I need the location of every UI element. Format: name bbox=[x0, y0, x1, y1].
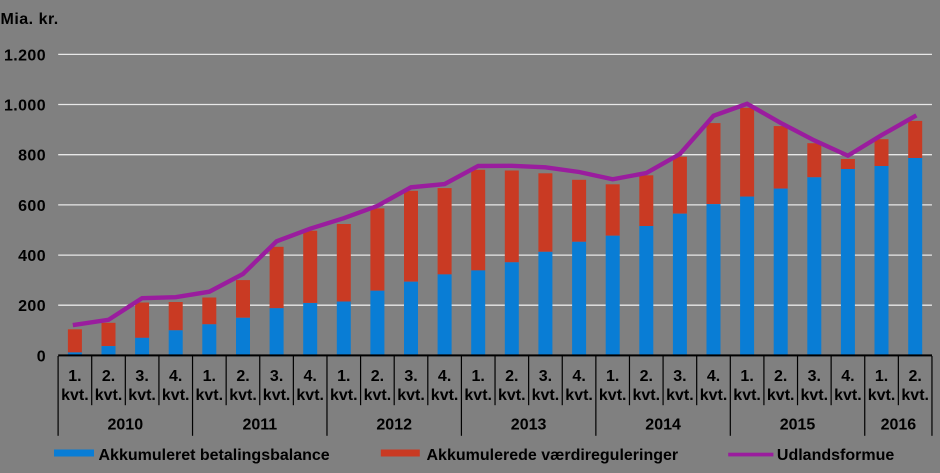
svg-text:kvt.: kvt. bbox=[263, 387, 291, 404]
svg-text:1.: 1. bbox=[740, 368, 753, 385]
svg-text:kvt.: kvt. bbox=[666, 387, 694, 404]
svg-text:kvt.: kvt. bbox=[162, 387, 190, 404]
svg-text:200: 200 bbox=[18, 298, 46, 315]
svg-text:1.: 1. bbox=[606, 368, 619, 385]
svg-text:kvt.: kvt. bbox=[599, 387, 627, 404]
svg-text:Akkumuleret betalingsbalance: Akkumuleret betalingsbalance bbox=[99, 447, 330, 464]
svg-text:1.: 1. bbox=[68, 368, 81, 385]
svg-text:0: 0 bbox=[37, 348, 46, 365]
svg-text:2010: 2010 bbox=[108, 417, 144, 434]
svg-text:1.: 1. bbox=[337, 368, 350, 385]
svg-text:kvt.: kvt. bbox=[431, 387, 459, 404]
svg-text:kvt.: kvt. bbox=[733, 387, 761, 404]
svg-text:kvt.: kvt. bbox=[633, 387, 661, 404]
svg-text:4.: 4. bbox=[169, 368, 182, 385]
svg-text:400: 400 bbox=[18, 248, 46, 265]
svg-text:kvt.: kvt. bbox=[700, 387, 728, 404]
svg-text:2.: 2. bbox=[640, 368, 653, 385]
svg-text:kvt.: kvt. bbox=[498, 387, 526, 404]
svg-text:kvt.: kvt. bbox=[95, 387, 123, 404]
svg-text:1.200: 1.200 bbox=[4, 47, 46, 64]
svg-text:kvt.: kvt. bbox=[565, 387, 593, 404]
svg-text:3.: 3. bbox=[539, 368, 552, 385]
svg-text:1.000: 1.000 bbox=[4, 97, 46, 114]
svg-text:kvt.: kvt. bbox=[532, 387, 560, 404]
svg-text:2011: 2011 bbox=[242, 417, 277, 434]
svg-text:kvt.: kvt. bbox=[128, 387, 156, 404]
svg-text:3.: 3. bbox=[808, 368, 821, 385]
svg-text:kvt.: kvt. bbox=[196, 387, 224, 404]
svg-text:kvt.: kvt. bbox=[834, 387, 862, 404]
svg-text:kvt.: kvt. bbox=[801, 387, 829, 404]
svg-text:kvt.: kvt. bbox=[767, 387, 795, 404]
svg-text:3.: 3. bbox=[135, 368, 148, 385]
svg-text:2013: 2013 bbox=[511, 417, 547, 434]
svg-text:2.: 2. bbox=[102, 368, 115, 385]
svg-text:4.: 4. bbox=[841, 368, 854, 385]
svg-text:kvt.: kvt. bbox=[330, 387, 358, 404]
svg-text:600: 600 bbox=[18, 198, 46, 215]
svg-text:2.: 2. bbox=[774, 368, 787, 385]
svg-text:3.: 3. bbox=[673, 368, 686, 385]
svg-text:kvt.: kvt. bbox=[61, 387, 89, 404]
svg-text:2016: 2016 bbox=[881, 417, 917, 434]
svg-text:2.: 2. bbox=[909, 368, 922, 385]
svg-text:2014: 2014 bbox=[645, 417, 681, 434]
svg-text:kvt.: kvt. bbox=[464, 387, 492, 404]
svg-text:3.: 3. bbox=[404, 368, 417, 385]
svg-text:4.: 4. bbox=[707, 368, 720, 385]
svg-text:Mia. kr.: Mia. kr. bbox=[1, 11, 59, 28]
svg-text:kvt.: kvt. bbox=[397, 387, 425, 404]
svg-text:4.: 4. bbox=[438, 368, 451, 385]
svg-text:kvt.: kvt. bbox=[901, 387, 929, 404]
svg-text:Akkumulerede værdireguleringer: Akkumulerede værdireguleringer bbox=[427, 447, 679, 464]
svg-text:4.: 4. bbox=[572, 368, 585, 385]
svg-text:1.: 1. bbox=[203, 368, 216, 385]
svg-text:2.: 2. bbox=[505, 368, 518, 385]
svg-text:2.: 2. bbox=[371, 368, 384, 385]
svg-text:kvt.: kvt. bbox=[229, 387, 257, 404]
svg-text:1.: 1. bbox=[472, 368, 485, 385]
svg-text:kvt.: kvt. bbox=[868, 387, 896, 404]
svg-text:2.: 2. bbox=[236, 368, 249, 385]
svg-text:2015: 2015 bbox=[780, 417, 816, 434]
svg-text:Udlandsformue: Udlandsformue bbox=[777, 447, 894, 464]
svg-text:1.: 1. bbox=[875, 368, 888, 385]
svg-text:kvt.: kvt. bbox=[296, 387, 324, 404]
svg-text:kvt.: kvt. bbox=[364, 387, 392, 404]
svg-text:4.: 4. bbox=[304, 368, 317, 385]
svg-text:2012: 2012 bbox=[376, 417, 412, 434]
svg-text:3.: 3. bbox=[270, 368, 283, 385]
svg-text:800: 800 bbox=[18, 148, 46, 165]
